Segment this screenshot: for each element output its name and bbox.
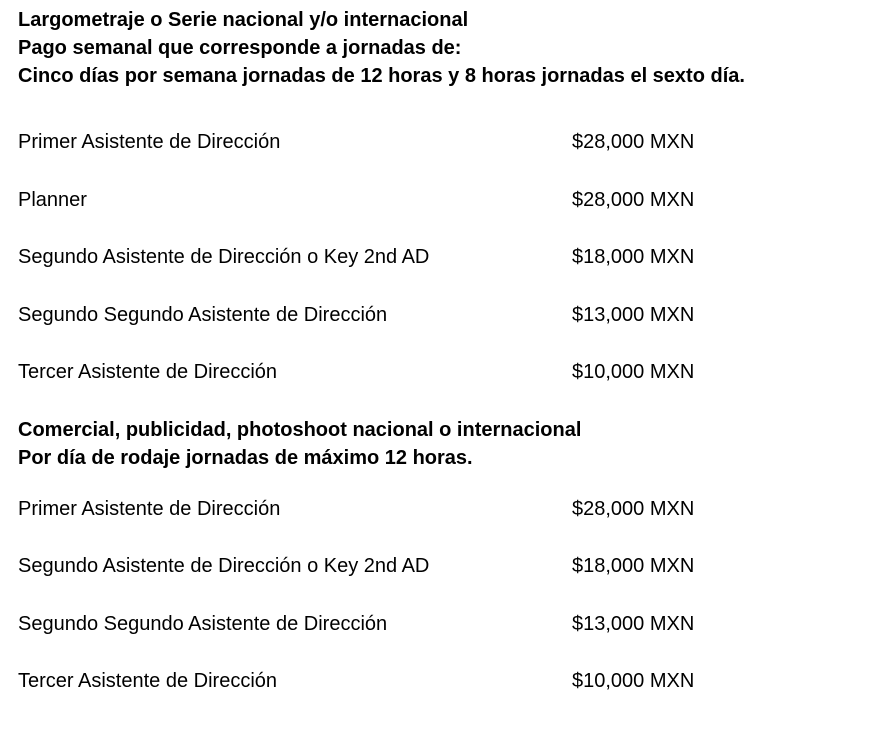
heading-line: Largometraje o Serie nacional y/o intern… (18, 9, 469, 31)
rate-row: Primer Asistente de Dirección $28,000 MX… (18, 495, 876, 523)
rate-row: Segundo Asistente de Dirección o Key 2nd… (18, 552, 876, 580)
heading-line: Comercial, publicidad, photoshoot nacion… (18, 418, 582, 441)
rate-value: $28,000 MXN (572, 497, 695, 520)
rate-value: $10,000 MXN (572, 361, 695, 383)
role-label: Segundo Asistente de Dirección o Key 2nd… (18, 555, 430, 577)
rate-value: $13,000 MXN (572, 303, 695, 326)
rate-rows: Primer Asistente de Dirección $28,000 MX… (18, 495, 876, 696)
heading-line: Cinco días por semana jornadas de 12 hor… (18, 65, 745, 87)
role-label: Primer Asistente de Dirección (18, 131, 281, 153)
role-label: Tercer Asistente de Dirección (18, 361, 278, 383)
rate-value: $10,000 MXN (572, 670, 695, 692)
section-heading: Largometraje o Serie nacional y/o intern… (18, 6, 876, 90)
role-label: Planner (18, 188, 87, 211)
rate-rows: Primer Asistente de Dirección $28,000 MX… (18, 128, 876, 386)
rate-row: Tercer Asistente de Dirección $10,000 MX… (18, 358, 876, 386)
section-largometraje-serie: Largometraje o Serie nacional y/o intern… (18, 6, 876, 386)
heading-line: Pago semanal que corresponde a jornadas … (18, 37, 462, 59)
section-heading: Comercial, publicidad, photoshoot nacion… (18, 416, 876, 472)
rate-value: $18,000 MXN (572, 555, 695, 577)
role-label: Primer Asistente de Dirección (18, 497, 281, 520)
rate-row: Tercer Asistente de Dirección $10,000 MX… (18, 667, 876, 695)
rate-row: Segundo Segundo Asistente de Dirección $… (18, 301, 876, 329)
rate-row: Planner $28,000 MXN (18, 186, 876, 214)
role-label: Segundo Segundo Asistente de Dirección (18, 303, 388, 326)
role-label: Segundo Segundo Asistente de Dirección (18, 612, 388, 635)
rate-value: $28,000 MXN (572, 188, 695, 211)
role-label: Segundo Asistente de Dirección o Key 2nd… (18, 246, 430, 268)
rate-value: $18,000 MXN (572, 246, 695, 268)
rate-row: Segundo Asistente de Dirección o Key 2nd… (18, 243, 876, 271)
rate-row: Segundo Segundo Asistente de Dirección $… (18, 610, 876, 638)
section-comercial-publicidad: Comercial, publicidad, photoshoot nacion… (18, 416, 876, 696)
heading-line: Por día de rodaje jornadas de máximo 12 … (18, 446, 473, 469)
rate-value: $28,000 MXN (572, 131, 695, 153)
rate-row: Primer Asistente de Dirección $28,000 MX… (18, 128, 876, 156)
role-label: Tercer Asistente de Dirección (18, 670, 278, 692)
rate-value: $13,000 MXN (572, 612, 695, 635)
